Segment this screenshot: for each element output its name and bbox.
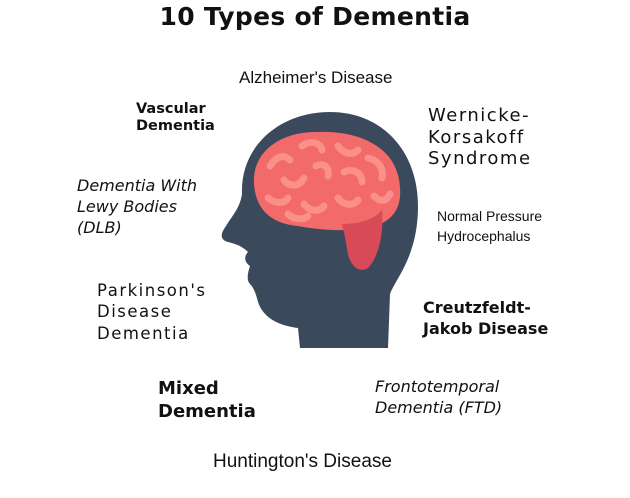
label-parkinsons: Parkinson's Disease Dementia: [97, 281, 207, 343]
label-normal-pressure-hydrocephalus: Normal Pressure Hydrocephalus: [437, 208, 543, 244]
label-creutzfeldt-jakob: Creutzfeldt- Jakob Disease: [423, 298, 549, 338]
label-huntingtons: Huntington's Disease: [213, 451, 392, 472]
label-lewy-bodies: Dementia With Lewy Bodies (DLB): [77, 176, 198, 237]
label-vascular-dementia: Vascular Dementia: [136, 101, 215, 135]
diagram-title: 10 Types of Dementia: [159, 2, 471, 31]
human-head-brain-icon: [221, 112, 418, 348]
label-wernicke-korsakoff: Wernicke- Korsakoff Syndrome: [428, 105, 532, 170]
label-mixed-dementia: Mixed Dementia: [158, 378, 256, 423]
brain-folds: [264, 139, 394, 223]
brain-stem-shape: [342, 210, 383, 270]
label-frontotemporal: Frontotemporal Dementia (FTD): [375, 377, 503, 417]
label-alzheimers: Alzheimer's Disease: [239, 68, 393, 87]
